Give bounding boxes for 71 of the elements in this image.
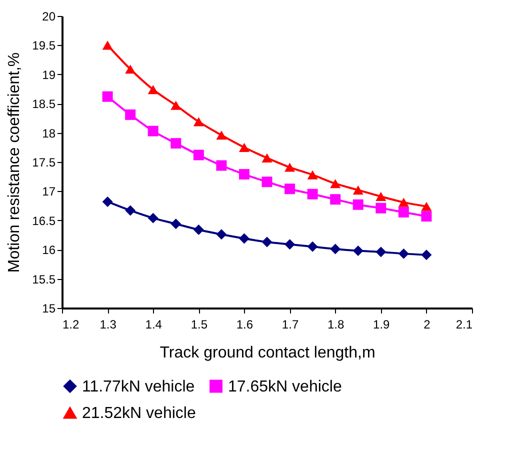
point: [238, 169, 250, 180]
x-tick-label: 1.4: [145, 318, 162, 332]
point: [398, 198, 409, 207]
y-tick-label: 15: [42, 302, 56, 316]
point: [421, 211, 432, 222]
point: [330, 179, 341, 188]
legend-label: 11.77kN vehicle: [82, 378, 195, 396]
y-tick-label: 19: [42, 68, 56, 82]
y-tick-label: 19.5: [32, 38, 56, 53]
point: [193, 224, 204, 235]
point: [170, 100, 182, 110]
point: [307, 188, 318, 200]
point: [284, 239, 296, 250]
point: [170, 138, 182, 149]
y-tick-label: 16.5: [32, 214, 56, 228]
x-tick-label: 2.1: [456, 318, 473, 332]
point: [193, 150, 204, 160]
x-axis-title: Track ground contact length,m: [160, 344, 376, 362]
point: [262, 153, 272, 162]
point: [330, 194, 341, 205]
x-tick-label: 1.9: [373, 318, 390, 332]
point: [125, 205, 136, 216]
point: [216, 130, 227, 140]
y-tick-label: 20: [42, 10, 56, 24]
x-tick-label: 1.7: [282, 318, 299, 332]
point: [352, 185, 364, 195]
y-tick-label: 16: [42, 243, 56, 258]
point: [148, 212, 158, 224]
point: [262, 176, 272, 188]
x-tick-label: 1.8: [327, 318, 344, 332]
x-tick-label: 1.5: [190, 318, 208, 332]
point: [102, 40, 113, 50]
point: [148, 85, 158, 94]
point: [262, 236, 272, 248]
point: [284, 184, 296, 194]
legend-label: 17.65kN vehicle: [228, 378, 342, 396]
point: [421, 202, 432, 211]
point: [307, 241, 318, 252]
legend-label: 21.52kN vehicle: [82, 405, 196, 422]
y-tick-label: 15.5: [32, 272, 56, 286]
point: [216, 160, 227, 171]
point: [376, 246, 386, 258]
point: [238, 142, 250, 152]
point: [193, 117, 204, 126]
y-tick-label: 17: [42, 184, 56, 199]
point: [398, 248, 409, 259]
y-tick-label: 18.5: [32, 97, 56, 112]
point: [102, 91, 113, 102]
point: [352, 246, 364, 256]
x-tick-label: 1.2: [62, 318, 80, 332]
x-tick-label: 1.6: [236, 318, 254, 332]
point: [125, 64, 136, 74]
x-tick-label: 2: [424, 318, 431, 332]
point: [330, 244, 341, 254]
y-axis-title: Motion resistance coefficient,%: [6, 52, 24, 273]
point: [421, 250, 432, 260]
point: [216, 229, 227, 240]
point: [307, 170, 318, 180]
point: [376, 192, 386, 201]
y-tick-label: 17.5: [32, 156, 56, 170]
point: [170, 218, 182, 230]
point: [376, 202, 386, 214]
point: [398, 206, 409, 218]
point: [148, 126, 158, 136]
point: [125, 109, 136, 120]
x-tick-label: 1.3: [100, 318, 117, 332]
y-tick-label: 18: [42, 126, 56, 140]
point: [238, 233, 250, 244]
point: [352, 199, 364, 210]
point: [284, 162, 296, 172]
point: [102, 196, 113, 207]
